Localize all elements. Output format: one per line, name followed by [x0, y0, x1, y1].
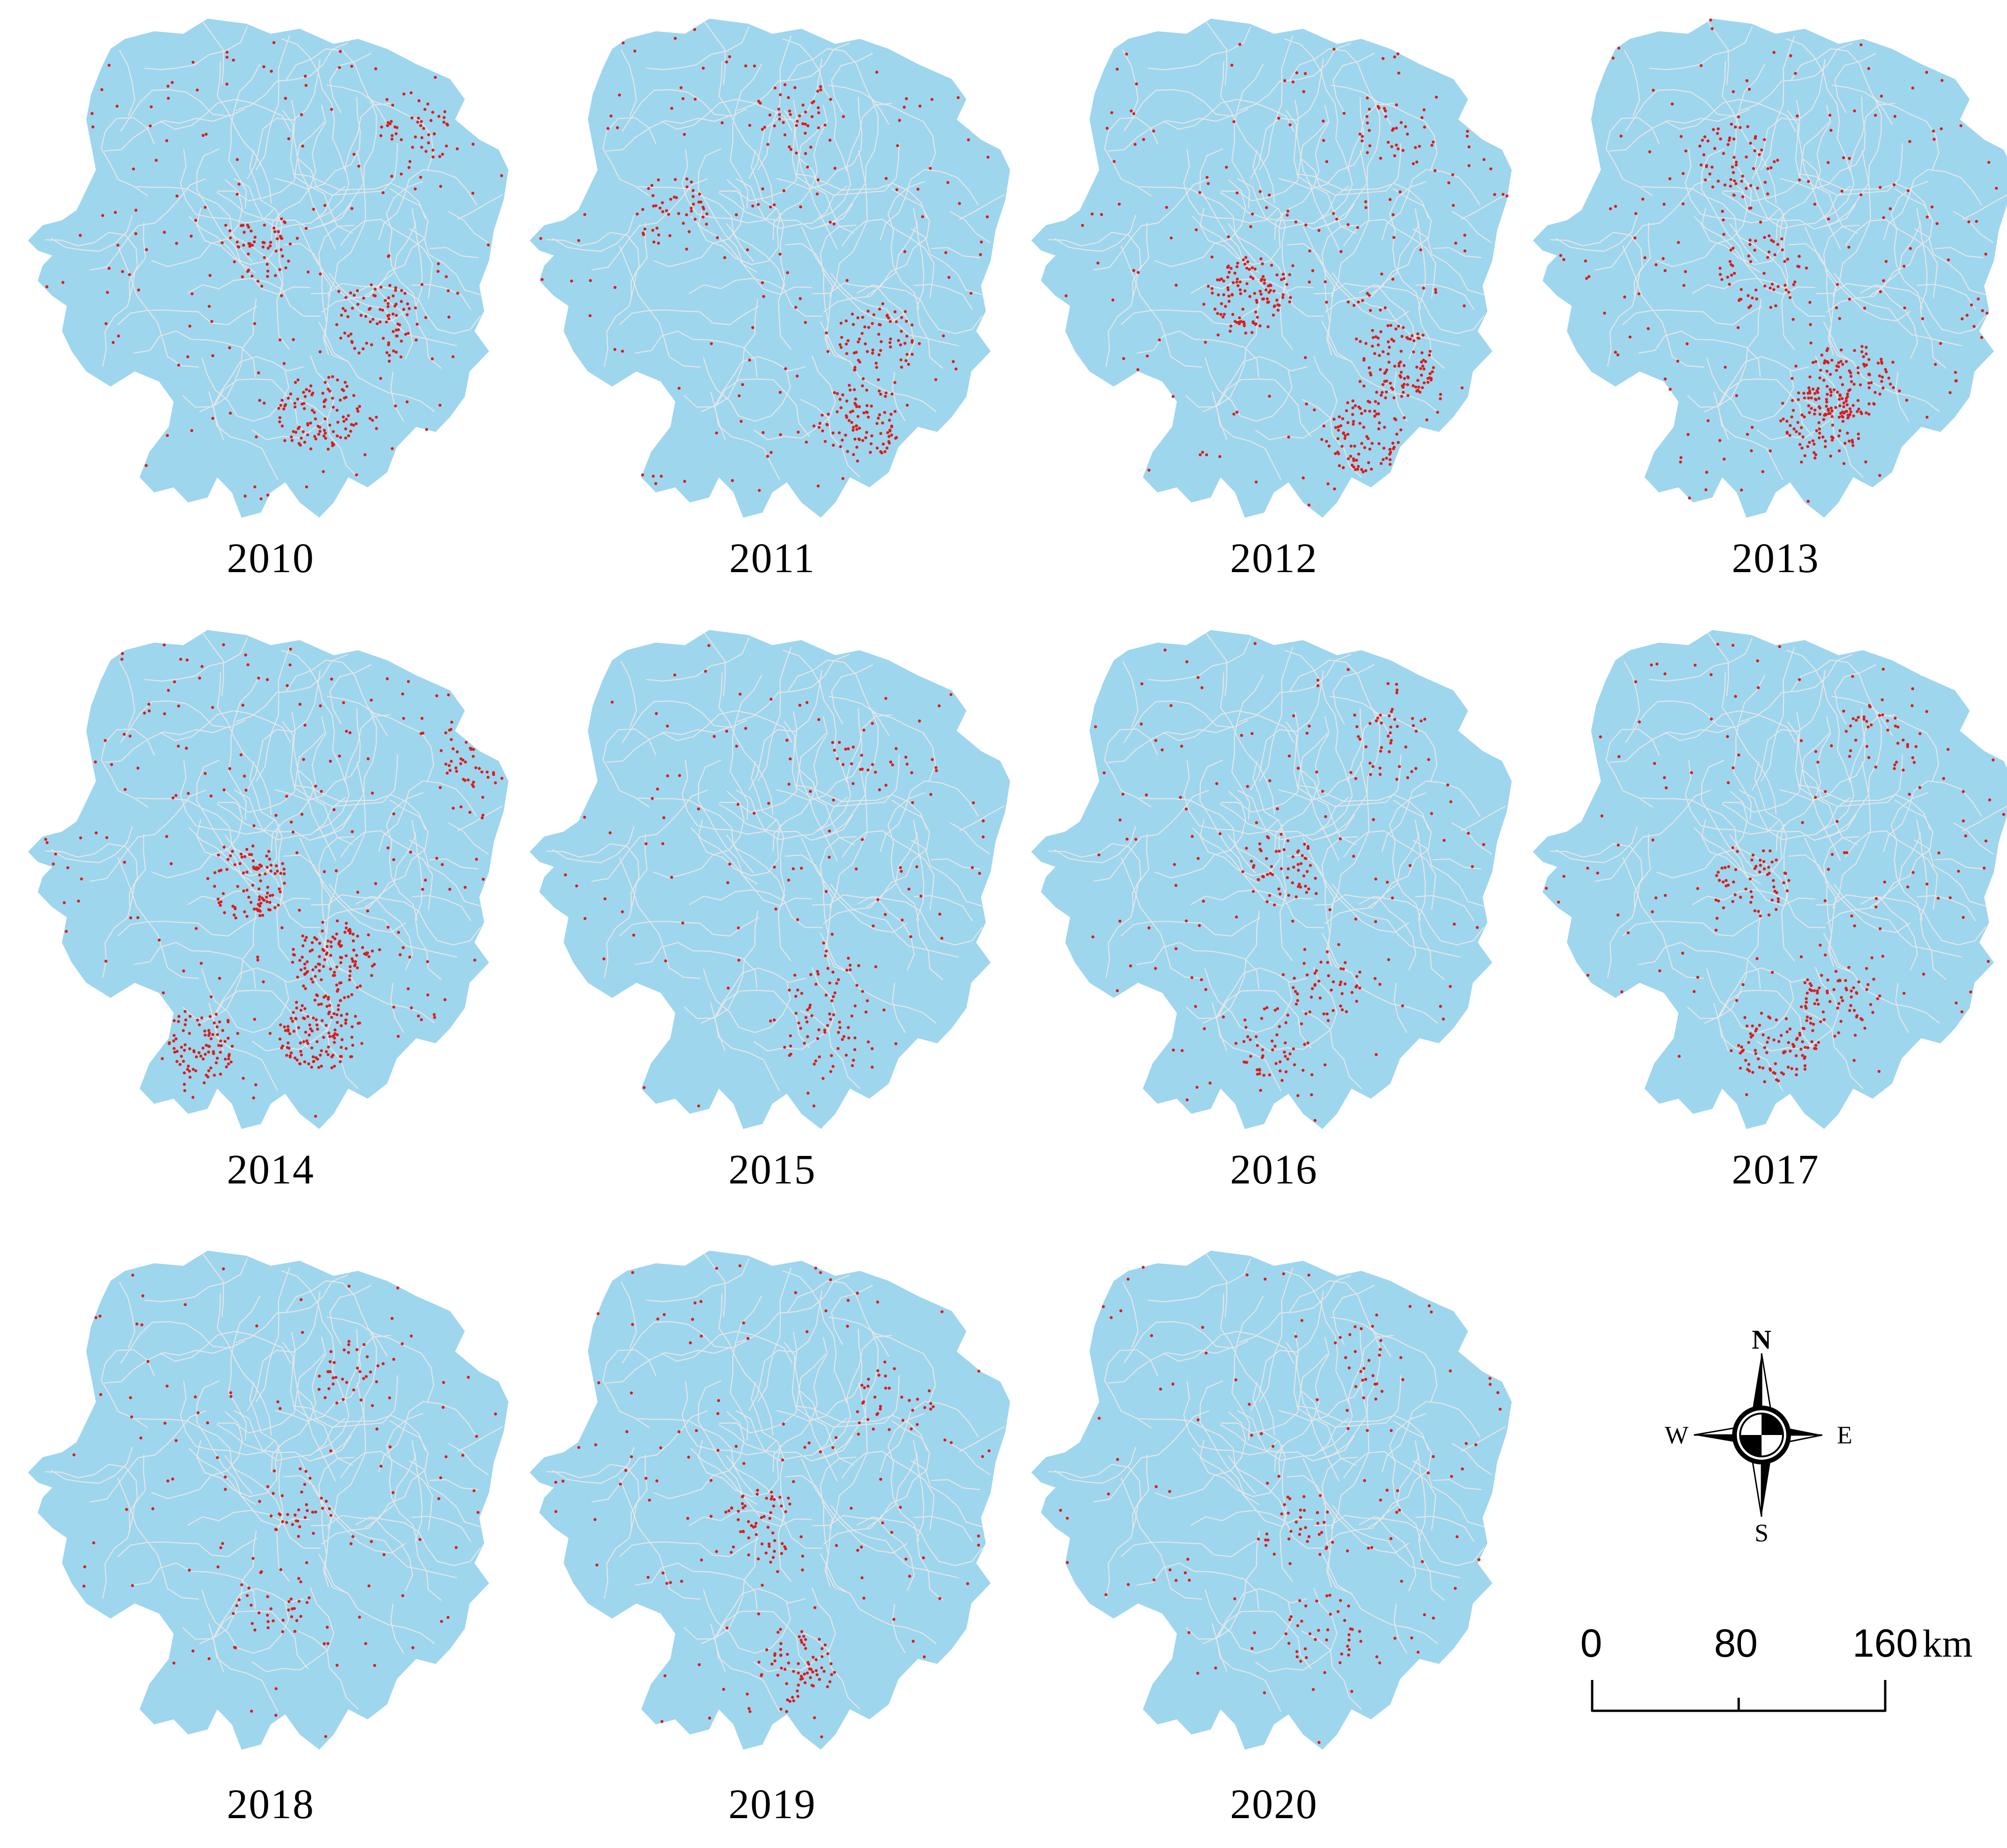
incident-points	[564, 644, 985, 1108]
incident-points	[1091, 642, 1485, 1122]
incident-points	[45, 41, 503, 501]
province-map-2017	[1533, 630, 2007, 1129]
map-panel-2014: 2014	[19, 621, 523, 1193]
incident-points	[1545, 643, 2006, 1096]
county-boundaries	[546, 21, 1005, 480]
province-map-2018	[28, 1251, 509, 1750]
scale-line	[1591, 1680, 1887, 1712]
province-map-2014	[28, 630, 509, 1129]
incident-points	[44, 643, 503, 1118]
county-boundaries	[45, 632, 503, 1092]
year-label: 2011	[729, 535, 816, 581]
compass-n-label: N	[1752, 1325, 1771, 1355]
scale-tick-160-label: 160	[1853, 1621, 1918, 1665]
county-boundaries	[1048, 1253, 1506, 1712]
county-boundaries	[1550, 21, 2007, 480]
compass-e-label: E	[1837, 1421, 1853, 1449]
year-label: 2014	[227, 1147, 315, 1193]
map-panel-2020: 2020	[1022, 1241, 1526, 1827]
province-map-2013	[1533, 18, 2007, 518]
map-panel-2015: 2015	[520, 621, 1024, 1193]
year-label: 2016	[1230, 1147, 1318, 1193]
province-map-2015	[530, 630, 1010, 1129]
year-label: 2015	[728, 1147, 816, 1193]
map-panel-2019: 2019	[520, 1241, 1024, 1827]
map-panel-2016: 2016	[1022, 621, 1526, 1193]
year-label: 2017	[1732, 1147, 1819, 1193]
incident-points	[1059, 1266, 1502, 1744]
province-map-2020	[1031, 1251, 1512, 1750]
year-label: 2018	[227, 1781, 315, 1827]
scale-tick-80-label: 80	[1714, 1621, 1757, 1665]
province-map-2012	[1031, 19, 1512, 518]
province-area	[1533, 630, 2007, 1129]
county-boundaries	[546, 1253, 1005, 1712]
county-boundaries	[1550, 632, 2007, 1092]
province-area	[1533, 19, 2007, 518]
incident-points	[1559, 18, 1998, 503]
year-label: 2020	[1230, 1781, 1318, 1827]
province-map-2010	[28, 19, 509, 518]
year-label: 2012	[1230, 535, 1318, 581]
scale-bar: 0 80 160 km	[1580, 1621, 1972, 1712]
map-panel-2012: 2012	[1022, 9, 1526, 581]
province-map-2011	[530, 19, 1010, 518]
map-panel-2010: 2010	[19, 9, 523, 581]
scale-tick-0-label: 0	[1580, 1621, 1602, 1665]
map-panel-2013: 2013	[1524, 9, 2007, 581]
incident-points	[554, 1264, 991, 1738]
county-boundaries	[1048, 632, 1506, 1092]
incident-points	[539, 28, 990, 492]
province-map-2016	[1031, 630, 1512, 1129]
scale-unit-label: km	[1923, 1622, 1972, 1666]
compass-s-label: S	[1755, 1519, 1769, 1545]
map-panel-2017: 2017	[1524, 621, 2007, 1193]
county-boundaries	[45, 21, 503, 480]
compass-w-label: W	[1665, 1421, 1689, 1449]
province-map-2019	[530, 1251, 1010, 1750]
map-panel-2011: 2011	[520, 9, 1024, 581]
incident-points	[72, 1267, 497, 1738]
year-label: 2010	[227, 535, 315, 581]
incident-points	[1064, 42, 1509, 507]
year-label: 2013	[1732, 535, 1819, 581]
north-arrow-compass: N S E W	[1665, 1325, 1853, 1545]
map-panel-2018: 2018	[19, 1241, 523, 1827]
year-label: 2019	[728, 1781, 816, 1827]
